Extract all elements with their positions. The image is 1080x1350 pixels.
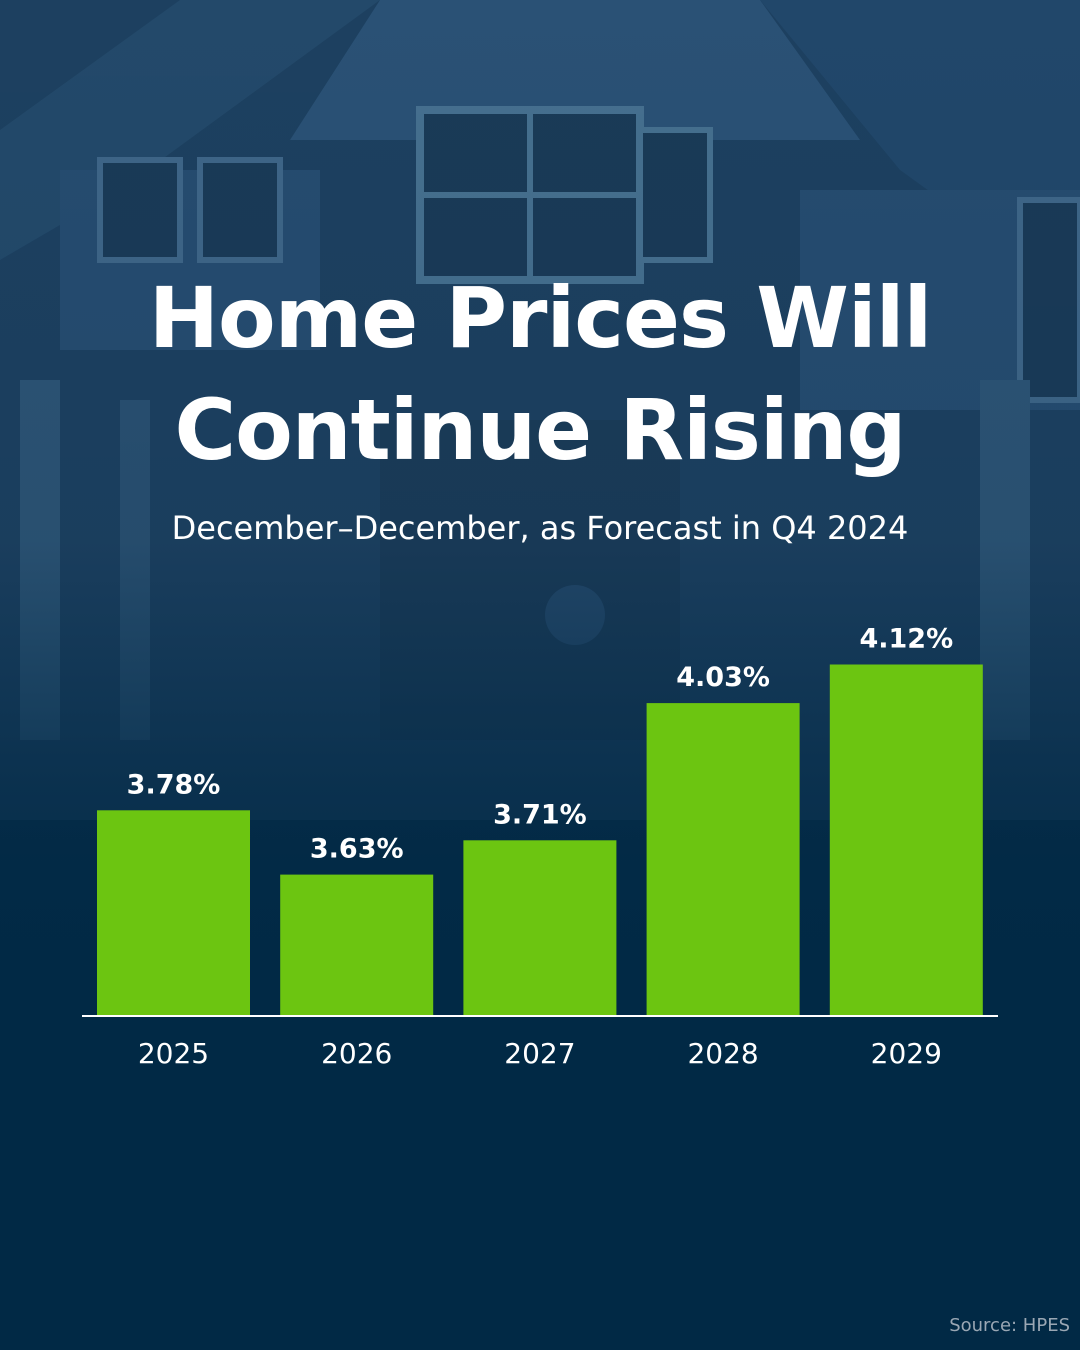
data-label-2029: 4.12% bbox=[859, 624, 953, 655]
x-tick-label-2026: 2026 bbox=[321, 1037, 392, 1070]
title-line-1: Home Prices Will bbox=[148, 269, 933, 367]
data-label-2026: 3.63% bbox=[310, 834, 404, 865]
bar-2027 bbox=[463, 840, 617, 1016]
bar-2029 bbox=[829, 664, 983, 1016]
bar-2026 bbox=[280, 874, 434, 1016]
data-label-2028: 4.03% bbox=[676, 662, 770, 693]
x-tick-label-2028: 2028 bbox=[687, 1037, 758, 1070]
x-tick-label-2027: 2027 bbox=[504, 1037, 575, 1070]
data-label-2025: 3.78% bbox=[127, 769, 221, 800]
x-tick-label-2029: 2029 bbox=[871, 1037, 942, 1070]
chart-title: Home Prices Will Continue Rising bbox=[0, 262, 1080, 486]
bar-2025 bbox=[97, 810, 250, 1016]
source-note: Source: HPES bbox=[949, 1315, 1070, 1336]
title-line-2: Continue Rising bbox=[174, 381, 906, 479]
chart-subtitle: December–December, as Forecast in Q4 202… bbox=[171, 509, 909, 547]
data-label-2027: 3.71% bbox=[493, 799, 587, 830]
bar-2028 bbox=[646, 703, 800, 1016]
x-tick-label-2025: 2025 bbox=[138, 1037, 209, 1070]
